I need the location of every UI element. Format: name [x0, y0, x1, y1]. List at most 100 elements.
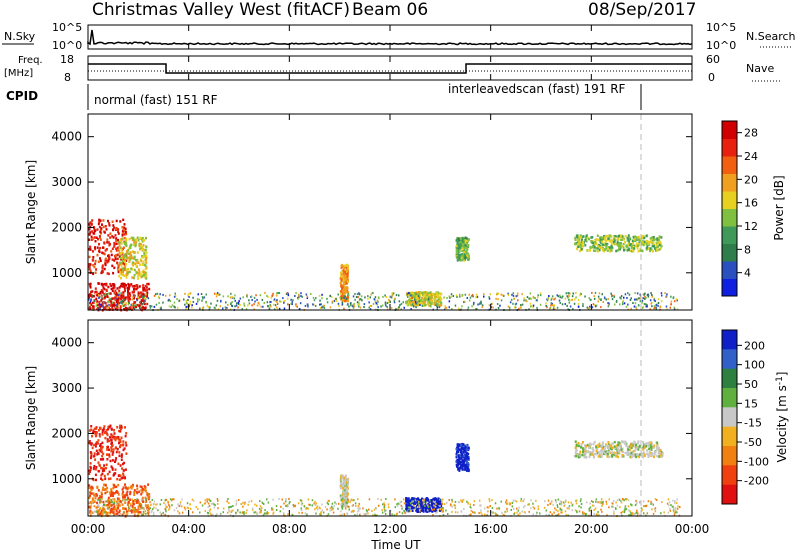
velocity-cell	[635, 455, 638, 459]
velocity-cell	[119, 500, 122, 503]
velocity-cell	[117, 462, 120, 466]
power-cell	[446, 297, 448, 299]
power-cell	[140, 308, 143, 311]
power-cell	[414, 297, 417, 301]
velocity-cell	[97, 439, 100, 442]
velocity-cell	[106, 432, 108, 435]
power-cell	[98, 303, 101, 306]
power-cell	[458, 254, 461, 257]
velocity-cell	[111, 459, 114, 462]
power-colorbar-swatch	[722, 226, 737, 244]
power-cell	[270, 301, 272, 303]
velocity-cell	[271, 507, 273, 510]
power-cell	[111, 301, 114, 304]
velocity-cell	[631, 442, 634, 445]
velocity-cell	[646, 512, 649, 515]
power-cell	[98, 296, 101, 299]
power-cell	[120, 252, 122, 255]
power-cell	[631, 242, 634, 245]
velocity-cell	[601, 444, 604, 447]
velocity-cell	[430, 502, 433, 505]
power-cell	[461, 305, 463, 308]
velocity-cell	[457, 448, 460, 452]
velocity-cell	[106, 513, 108, 515]
velocity-cell	[663, 511, 665, 514]
power-cell	[636, 298, 638, 301]
velocity-cell	[451, 500, 453, 503]
velocity-cell	[92, 429, 95, 432]
velocity-cell	[580, 444, 583, 447]
velocity-cell	[90, 504, 93, 507]
power-cell	[120, 292, 122, 295]
power-cell	[438, 292, 441, 295]
power-cell	[426, 296, 429, 299]
power-cell	[634, 302, 637, 305]
power-cell	[423, 298, 426, 302]
power-cell	[622, 242, 625, 246]
power-cell	[168, 305, 171, 308]
velocity-cell	[189, 503, 191, 506]
power-cell	[145, 254, 148, 257]
velocity-cell	[463, 454, 465, 457]
power-cell	[385, 304, 387, 307]
power-cell	[658, 243, 661, 247]
velocity-cell	[119, 424, 122, 428]
velocity-cell	[116, 497, 119, 500]
power-cell	[197, 300, 199, 303]
velocity-cell	[406, 506, 409, 509]
power-cell	[119, 239, 122, 243]
power-cell	[419, 304, 421, 306]
power-cell	[344, 299, 347, 303]
power-cell	[101, 291, 104, 294]
velocity-cell	[463, 463, 466, 466]
power-cell	[97, 303, 100, 307]
velocity-cell	[102, 457, 105, 461]
power-cell	[628, 236, 631, 239]
power-cell	[582, 235, 585, 238]
velocity-cell	[668, 504, 670, 507]
power-cell	[90, 235, 93, 239]
power-cell	[398, 294, 400, 297]
power-cell	[467, 244, 470, 247]
velocity-cell	[455, 463, 458, 467]
power-cell	[605, 246, 608, 249]
velocity-cell	[259, 509, 262, 512]
power-cell	[553, 306, 555, 309]
power-cell	[588, 307, 590, 310]
velocity-cell	[547, 504, 549, 506]
velocity-cell	[206, 500, 208, 503]
velocity-cell	[363, 513, 365, 516]
velocity-cell	[141, 490, 144, 493]
velocity-cell	[468, 514, 470, 517]
velocity-cell	[291, 514, 294, 517]
velocity-cell	[357, 498, 359, 501]
power-cell	[147, 297, 150, 300]
power-cell	[597, 238, 600, 242]
power-cell	[242, 296, 244, 299]
power-cell	[633, 247, 636, 250]
velocity-cell	[259, 500, 261, 503]
power-cell	[134, 243, 137, 247]
nsky-tick-bottom: 10^0	[52, 39, 82, 52]
velocity-cell	[637, 448, 640, 451]
velocity-cell	[425, 509, 428, 513]
velocity-cell	[320, 514, 322, 517]
velocity-cell	[122, 440, 125, 443]
power-cell	[130, 283, 133, 286]
power-cell	[463, 251, 466, 254]
power-cell	[132, 236, 135, 240]
velocity-cell	[299, 499, 302, 502]
power-cell	[225, 301, 227, 304]
power-cell	[133, 301, 136, 304]
velocity-cell	[417, 506, 419, 508]
power-cell	[653, 244, 655, 248]
power-cell	[103, 252, 106, 256]
power-cell	[676, 299, 678, 302]
power-cell	[275, 300, 277, 303]
power-cell	[594, 305, 597, 308]
power-cell	[141, 247, 144, 251]
power-cell	[115, 219, 118, 223]
velocity-cell	[441, 507, 443, 510]
velocity-cell	[235, 511, 237, 514]
power-cell	[444, 305, 446, 308]
